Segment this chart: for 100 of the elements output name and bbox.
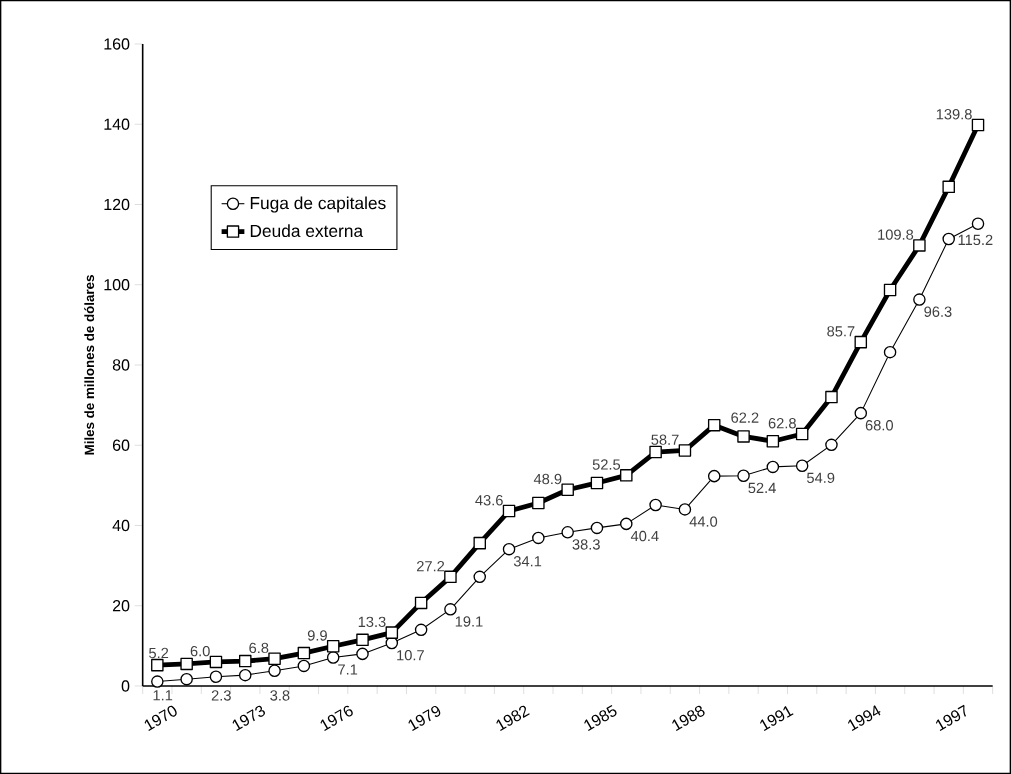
point [444,570,457,584]
x-tick-label: 1997 [936,704,967,732]
data-label: 2.3 [211,690,231,701]
y-tick-label: 20 [112,600,130,612]
data-label: 9.9 [307,630,327,641]
point [561,483,574,497]
data-label: 52.5 [592,459,621,470]
data-label: 43.6 [475,495,503,506]
point [620,469,633,482]
point [532,496,545,510]
point [356,647,369,661]
y-tick-label: 120 [104,198,130,211]
point [795,427,809,441]
point [561,526,574,539]
point [737,469,750,482]
point [971,217,985,231]
data-label: 52.4 [748,482,776,494]
data-label: 40.4 [630,530,659,542]
point [766,460,780,474]
x-tick-label: 1982 [496,705,530,732]
y-tick-label: 0 [121,680,130,692]
data-label: 48.9 [533,473,562,485]
point [356,633,369,647]
point [883,283,897,297]
x-tick-label: 1985 [584,704,617,732]
data-label: 54.9 [807,472,835,484]
point [707,469,721,483]
point [678,503,692,516]
point [942,232,955,246]
point [268,664,281,678]
point [854,335,868,349]
point [590,476,604,490]
y-tick-label: 140 [104,118,130,130]
data-label: 7.1 [338,664,358,675]
point [385,626,399,639]
data-label: 38.3 [572,539,600,550]
point [180,672,193,686]
legend-label: Deuda externa [250,224,364,238]
point [649,445,662,459]
point [854,406,868,420]
point [942,180,955,194]
x-tick-label: 1973 [232,705,266,732]
point [737,430,750,443]
data-label: 6.8 [249,642,269,654]
point [151,658,164,672]
point [590,521,604,535]
legend-label: Fuga de capitales [250,196,386,213]
data-label: 62.2 [731,412,759,423]
point [707,418,721,432]
x-tick-label: 1970 [144,705,177,732]
data-label: 3.8 [270,690,290,701]
data-label: 19.1 [455,616,483,627]
data-label: 139.8 [936,109,972,120]
point [620,517,633,531]
point [825,390,838,404]
point [414,596,428,610]
data-label: 34.1 [513,556,542,567]
x-tick-label: 1979 [408,705,441,732]
point [649,498,662,512]
data-label: 1.1 [153,690,173,701]
point [209,655,223,669]
point [795,459,809,472]
point [238,668,252,682]
data-label: 62.8 [768,418,796,429]
point [825,438,838,452]
point [502,542,516,556]
data-label: 115.2 [958,234,993,246]
point [268,652,281,665]
point [209,670,223,684]
y-tick-label: 40 [112,519,130,532]
point [151,675,164,688]
point [913,239,926,252]
point [532,531,545,545]
data-label: 109.8 [878,229,914,240]
data-label: 85.7 [827,326,855,337]
point [297,659,311,673]
point [502,504,516,518]
y-tick-label: 80 [112,359,130,371]
x-tick-label: 1976 [320,705,353,732]
data-label: 58.7 [651,434,679,445]
point [414,623,428,637]
point [883,345,897,359]
point [971,118,985,132]
y-axis-title: Miles de millones de dólares [84,275,95,455]
point [180,657,193,671]
point [766,434,780,448]
point [473,570,487,584]
y-tick-label: 60 [112,439,130,451]
point [678,444,692,457]
point [326,639,340,653]
x-tick-label: 1988 [672,705,705,732]
point [326,651,340,664]
data-label: 5.2 [149,647,169,659]
x-tick-label: 1994 [848,705,881,732]
point [238,654,252,668]
y-tick-label: 100 [104,279,130,291]
x-tick-label: 1991 [760,706,794,732]
data-label: 68.0 [865,420,893,431]
data-label: 44.0 [689,516,718,527]
data-label: 27.2 [417,561,445,572]
